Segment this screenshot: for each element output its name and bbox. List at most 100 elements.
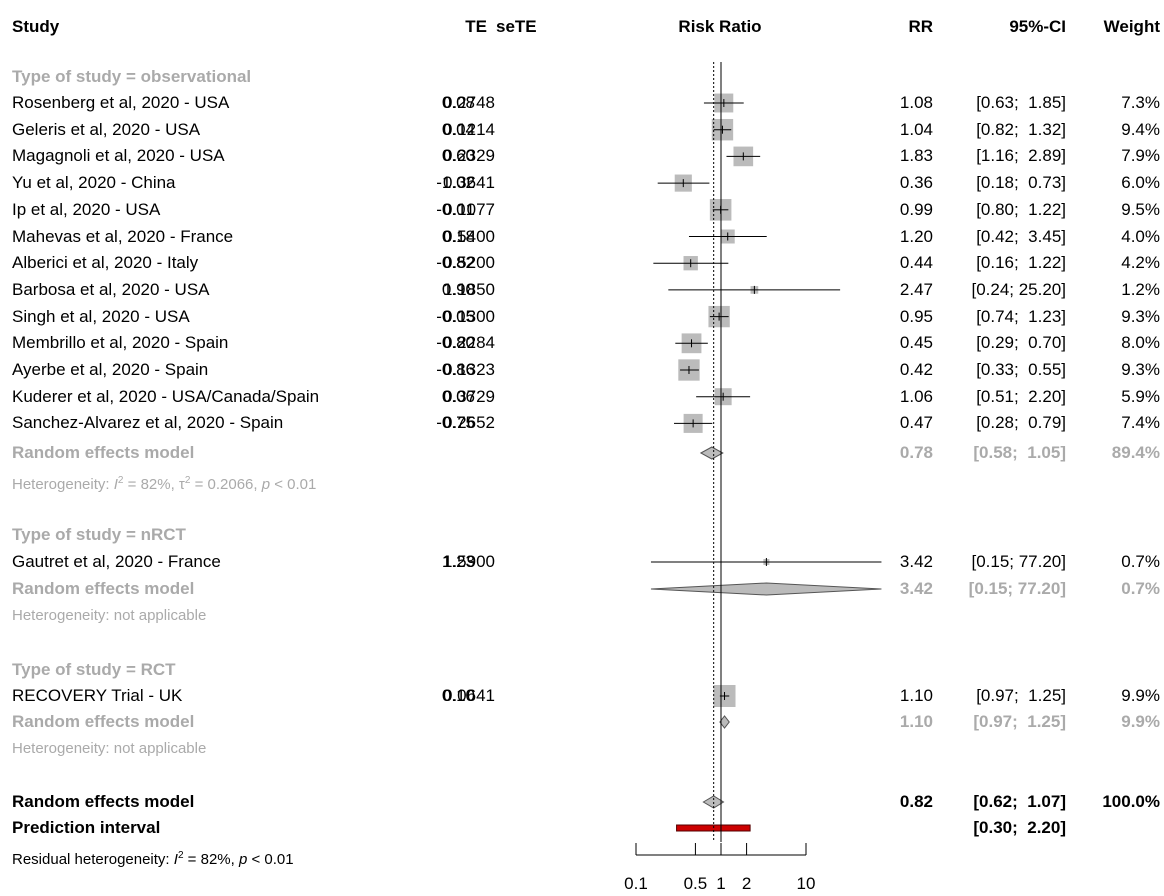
study-sete: 0.1323 — [443, 360, 495, 379]
study-te: 1.23 — [441, 552, 475, 571]
study-label: Geleris et al, 2020 - USA — [12, 119, 201, 139]
subgroup-model-rr: 0.78 — [899, 443, 933, 462]
study-label: Alberici et al, 2020 - Italy — [12, 253, 199, 273]
study-ci: [0.74; 1.23] — [976, 306, 1066, 326]
study-te: -0.05 — [436, 306, 475, 326]
study-ci: [0.24; 25.20] — [971, 279, 1066, 299]
study-te: -1.02 — [436, 173, 475, 193]
subgroup-diamond — [699, 446, 724, 460]
x-axis-tick-label: 0.1 — [624, 874, 648, 893]
study-sete: 0.1300 — [443, 306, 495, 326]
study-rr: 0.36 — [899, 173, 933, 193]
study-rr: 0.44 — [899, 253, 933, 273]
study-ci: [0.80; 1.22] — [976, 199, 1066, 219]
study-weight: 1.2% — [1121, 279, 1160, 299]
prediction-interval-ci: [0.30; 2.20] — [973, 818, 1066, 837]
study-label: Gautret et al, 2020 - France — [12, 552, 221, 571]
study-label: Ayerbe et al, 2020 - Spain — [12, 360, 209, 379]
study-weight: 8.0% — [1121, 333, 1160, 353]
study-label: Sanchez-Alvarez et al, 2020 - Spain — [12, 413, 284, 433]
study-ci: [0.97; 1.25] — [976, 686, 1066, 705]
study-te: 0.06 — [441, 386, 475, 406]
study-weight: 4.2% — [1121, 253, 1160, 273]
study-ci: [0.15; 77.20] — [971, 552, 1066, 571]
study-rr: 2.47 — [899, 279, 933, 299]
study-weight: 9.4% — [1121, 119, 1160, 139]
study-label: Barbosa et al, 2020 - USA — [12, 279, 210, 299]
header-risk-ratio: Risk Ratio — [678, 17, 762, 36]
subgroup-heterogeneity: Heterogeneity: I2 = 82%, τ2 = 0.2066, p … — [12, 475, 317, 493]
header-rr: RR — [908, 17, 933, 36]
study-rr: 0.95 — [899, 306, 933, 326]
subgroup-heterogeneity-p-symbol: p — [261, 476, 271, 493]
study-te: 0.10 — [441, 686, 475, 705]
subgroup-model-weight: 9.9% — [1121, 712, 1160, 731]
study-sete: 0.2748 — [443, 93, 495, 112]
study-sete: 0.3729 — [443, 386, 495, 406]
x-axis-tick-label: 1 — [716, 874, 726, 893]
subgroup-heterogeneity-tau2-value: = 0.2066, — [190, 476, 262, 493]
study-sete: 0.2329 — [443, 146, 495, 166]
study-rr: 1.20 — [899, 226, 933, 246]
study-sete: 0.2284 — [443, 333, 495, 353]
study-ci: [0.82; 1.32] — [976, 119, 1066, 139]
header-study: Study — [12, 17, 60, 36]
study-te: 0.60 — [441, 146, 475, 166]
study-rr: 1.04 — [899, 119, 933, 139]
study-rr: 1.08 — [899, 93, 933, 112]
subgroup-model-ci: [0.15; 77.20] — [968, 579, 1066, 598]
subgroup-model-label: Random effects model — [12, 579, 195, 598]
study-label: RECOVERY Trial - UK — [12, 686, 183, 705]
study-weight: 4.0% — [1121, 226, 1160, 246]
study-sete: 0.0641 — [443, 686, 495, 705]
study-weight: 0.7% — [1121, 552, 1160, 571]
subgroup-heterogeneity-i2-symbol: I — [113, 476, 118, 493]
x-axis-tick-label: 0.5 — [683, 874, 708, 893]
study-sete: 0.3641 — [443, 173, 495, 193]
study-label: Membrillo et al, 2020 - Spain — [12, 333, 229, 353]
x-axis-tick-label: 10 — [796, 874, 816, 893]
subgroup-model-rr: 1.10 — [899, 712, 933, 731]
study-label: Magagnoli et al, 2020 - USA — [12, 146, 225, 166]
study-ci: [0.63; 1.85] — [976, 93, 1066, 112]
subgroup-model-weight: 0.7% — [1121, 579, 1160, 598]
study-rr: 0.45 — [899, 333, 933, 353]
study-label: Yu et al, 2020 - China — [12, 173, 176, 193]
study-weight: 9.3% — [1121, 360, 1160, 379]
subgroup-title: Type of study = observational — [12, 67, 252, 86]
study-label: Ip et al, 2020 - USA — [12, 199, 161, 219]
study-label: Singh et al, 2020 - USA — [12, 306, 190, 326]
residual-heterogeneity: Residual heterogeneity: I2 = 82%, p < 0.… — [12, 850, 294, 868]
study-weight: 7.9% — [1121, 146, 1160, 166]
study-sete: 1.1850 — [443, 279, 495, 299]
study-te: 0.04 — [441, 119, 475, 139]
subgroup-heterogeneity-i2-value: = 82%, — [123, 476, 179, 493]
overall-model-rr: 0.82 — [899, 792, 933, 811]
prediction-interval-label: Prediction interval — [12, 818, 161, 837]
study-te: -0.75 — [436, 413, 475, 433]
subgroup-heterogeneity-prefix: Heterogeneity: — [12, 476, 114, 493]
subgroup-heterogeneity: Heterogeneity: not applicable — [12, 607, 207, 624]
study-rr: 3.42 — [899, 552, 933, 571]
subgroup-heterogeneity: Heterogeneity: not applicable — [12, 740, 207, 757]
study-rr: 0.47 — [899, 413, 933, 433]
study-te: -0.82 — [436, 253, 475, 273]
study-ci: [0.18; 0.73] — [976, 173, 1066, 193]
header-te: TE — [465, 17, 487, 36]
study-te: -0.01 — [436, 199, 475, 219]
study-te: 0.18 — [441, 226, 475, 246]
study-te: 0.90 — [441, 279, 475, 299]
study-label: Kuderer et al, 2020 - USA/Canada/Spain — [12, 386, 320, 406]
study-weight: 9.5% — [1121, 199, 1160, 219]
subgroup-heterogeneity-tau2-symbol: τ — [178, 476, 185, 493]
x-axis-tick-label: 2 — [741, 874, 752, 893]
study-sete: 0.5200 — [443, 253, 495, 273]
subgroup-diamond — [719, 715, 730, 729]
study-rr: 0.99 — [899, 199, 933, 219]
study-ci: [0.29; 0.70] — [976, 333, 1066, 353]
subgroup-title: Type of study = RCT — [12, 660, 176, 679]
study-weight: 6.0% — [1121, 173, 1160, 193]
header-sete: seTE — [496, 17, 537, 36]
